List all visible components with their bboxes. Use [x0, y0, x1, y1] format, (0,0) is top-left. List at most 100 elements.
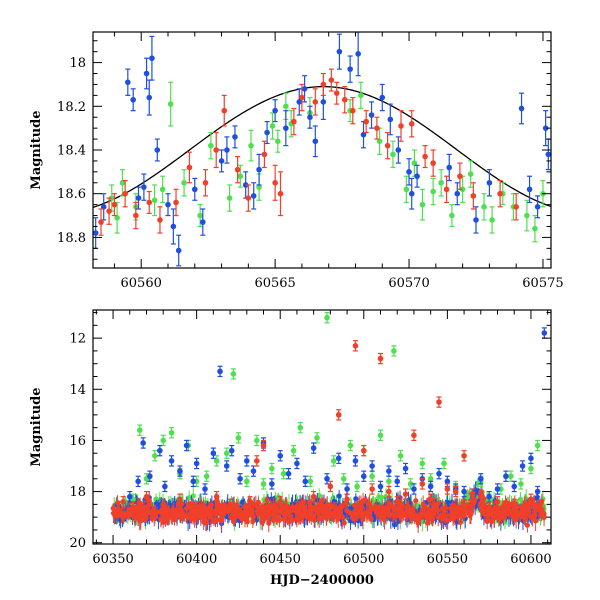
bottom-band-point	[118, 511, 125, 518]
bottom-data-point	[307, 478, 314, 485]
bottom-band-point	[241, 504, 248, 510]
top-data-point	[360, 131, 367, 138]
bottom-band-point	[435, 507, 441, 514]
top-data-point	[283, 103, 289, 110]
bottom-data-point	[402, 465, 409, 472]
bottom-data-point	[386, 468, 392, 474]
top-data-point	[165, 201, 171, 208]
top-data-point	[245, 195, 252, 201]
bottom-band-point	[244, 519, 250, 525]
top-data-point	[481, 204, 487, 210]
top-data-point	[272, 179, 278, 186]
top-series-blue	[93, 32, 551, 267]
bottom-band-point	[145, 509, 151, 515]
bottom-band-point	[496, 509, 502, 516]
bottom-band-point	[168, 512, 174, 519]
bottom-band-point	[115, 507, 121, 513]
bottom-data-point	[377, 355, 384, 362]
top-data-point	[143, 70, 150, 77]
top-data-point	[173, 199, 179, 206]
top-data-point	[390, 151, 396, 158]
bottom-data-point	[168, 429, 175, 436]
top-data-point	[341, 96, 348, 103]
bottom-data-point	[250, 468, 257, 474]
bottom-band-point	[260, 517, 267, 523]
bottom-data-point	[411, 432, 417, 439]
bottom-data-point	[360, 473, 367, 480]
bottom-data-point	[137, 427, 143, 433]
bottom-band-point	[259, 509, 265, 515]
bottom-data-point	[486, 493, 492, 500]
bottom-band-point	[539, 498, 545, 504]
bottom-data-point	[394, 478, 401, 485]
bottom-band-point	[460, 501, 466, 508]
top-x-tick-label: 60560	[121, 276, 162, 291]
bottom-data-point	[130, 504, 136, 510]
bottom-data-point	[243, 478, 250, 485]
bottom-band-point	[190, 493, 196, 499]
bottom-data-point	[285, 470, 292, 477]
top-data-point	[151, 197, 158, 204]
bottom-band-point	[192, 516, 198, 523]
top-data-point	[430, 160, 436, 166]
bottom-data-point	[160, 501, 167, 508]
top-data-point	[374, 125, 380, 131]
bottom-band-point	[212, 511, 218, 517]
bottom-band-point	[462, 508, 469, 514]
bottom-data-point	[157, 447, 163, 454]
bottom-data-point	[269, 481, 275, 487]
bottom-data-point	[230, 371, 237, 377]
bottom-data-point	[427, 483, 434, 490]
bottom-band-point	[360, 516, 366, 522]
bottom-band-point	[149, 515, 155, 521]
bottom-band-point	[137, 501, 143, 507]
top-data-point	[438, 179, 444, 186]
bottom-band-point	[205, 511, 211, 517]
bottom-data-point	[193, 460, 200, 467]
bottom-band-point	[484, 518, 490, 525]
top-data-point	[408, 120, 415, 127]
bottom-band-point	[365, 501, 371, 507]
top-data-point	[208, 142, 214, 149]
bottom-data-point	[223, 450, 230, 457]
bottom-band-point	[420, 501, 426, 508]
bottom-data-point	[297, 424, 304, 431]
top-data-point	[296, 99, 303, 105]
bottom-series-red	[120, 340, 544, 516]
bottom-data-point	[254, 458, 260, 464]
bottom-band-point	[409, 508, 415, 514]
bottom-band-point	[306, 509, 313, 516]
bottom-band-point	[327, 502, 333, 508]
bottom-band-point	[393, 507, 399, 513]
top-data-point	[93, 230, 99, 236]
bottom-data-point	[140, 440, 146, 446]
bottom-band-point	[336, 493, 342, 499]
top-data-point	[333, 90, 340, 96]
bottom-band-point	[501, 513, 507, 519]
bottom-data-point	[377, 483, 384, 490]
bottom-data-point	[213, 493, 220, 500]
bottom-band-point	[339, 514, 346, 520]
bottom-band-point	[126, 507, 132, 513]
bottom-data-point	[217, 368, 223, 375]
bottom-data-point	[436, 470, 442, 477]
bottom-data-point	[534, 442, 541, 449]
bottom-band-point	[114, 500, 121, 506]
bottom-data-point	[511, 483, 518, 490]
bottom-band-point	[173, 513, 180, 519]
bottom-data-point	[193, 504, 200, 510]
bottom-data-point	[190, 478, 197, 485]
bottom-data-point	[143, 493, 150, 500]
bottom-band-point	[435, 514, 441, 520]
top-data-point	[272, 107, 278, 114]
top-data-point	[446, 164, 453, 171]
bottom-band-point	[287, 513, 293, 519]
bottom-data-point	[237, 475, 243, 482]
bottom-data-point	[518, 481, 524, 487]
bottom-band-point	[152, 510, 158, 516]
top-data-point	[534, 204, 541, 210]
bottom-band-point	[490, 513, 496, 519]
bottom-band-point	[255, 503, 261, 509]
top-data-point	[250, 193, 257, 199]
top-data-point	[237, 173, 244, 180]
